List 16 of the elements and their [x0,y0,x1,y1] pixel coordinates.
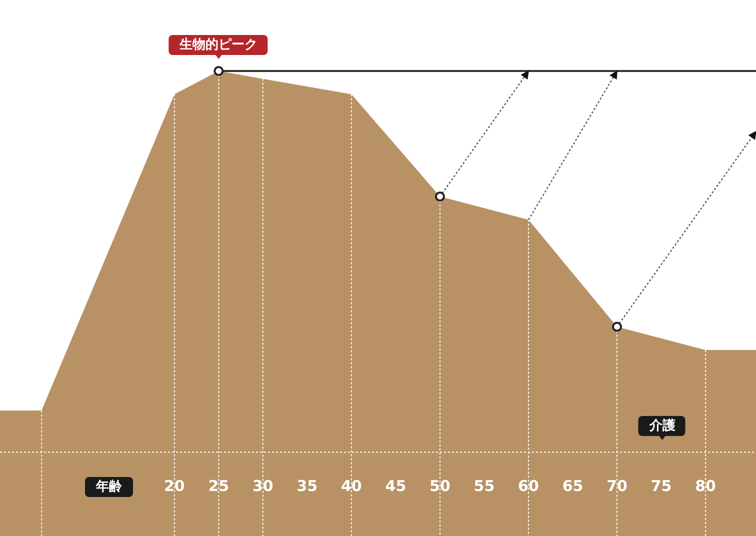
x-tick-label: 80 [695,477,716,496]
x-axis-title: 年齢 [95,480,123,494]
x-tick-label: 35 [296,477,318,496]
x-tick-label: 30 [252,477,274,496]
x-tick-label: 60 [518,477,539,496]
annotation: 介護 [648,418,676,434]
annotation: 生物的ピーク [178,38,258,52]
x-tick-label: 20 [164,477,185,496]
x-tick-label: 40 [341,477,362,496]
x-tick-label: 25 [208,477,230,496]
x-tick-label: 65 [562,477,584,496]
x-tick-label: 45 [385,477,406,496]
x-tick-label: 75 [650,477,672,496]
x-tick-label: 70 [606,477,628,496]
x-tick-label: 50 [430,477,450,496]
x-tick-label: 55 [474,477,495,496]
